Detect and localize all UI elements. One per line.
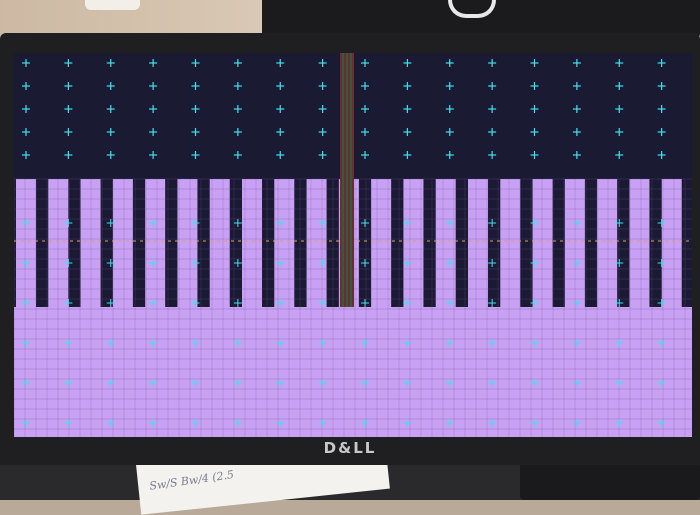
test-bar <box>177 179 198 307</box>
test-bar <box>468 179 489 307</box>
test-bar <box>629 179 650 307</box>
test-bar <box>16 179 37 307</box>
test-bar <box>48 179 69 307</box>
test-bar <box>371 179 392 307</box>
test-bar <box>274 179 295 307</box>
test-bar <box>209 179 230 307</box>
monitor-brand-logo: D&LL <box>323 439 377 457</box>
test-bar <box>661 179 682 307</box>
lower-panel <box>14 307 692 437</box>
test-bar <box>403 179 424 307</box>
ceiling-lamp <box>85 0 140 10</box>
test-bar <box>564 179 585 307</box>
test-bar <box>145 179 166 307</box>
test-bar <box>435 179 456 307</box>
test-bar <box>500 179 521 307</box>
keyboard <box>520 462 700 500</box>
test-bar <box>306 179 327 307</box>
test-bar <box>80 179 101 307</box>
test-bar <box>532 179 553 307</box>
monitor-screen <box>14 53 692 437</box>
test-bar <box>597 179 618 307</box>
test-bar <box>112 179 133 307</box>
screen-test-pattern <box>14 53 692 437</box>
test-bar <box>242 179 263 307</box>
